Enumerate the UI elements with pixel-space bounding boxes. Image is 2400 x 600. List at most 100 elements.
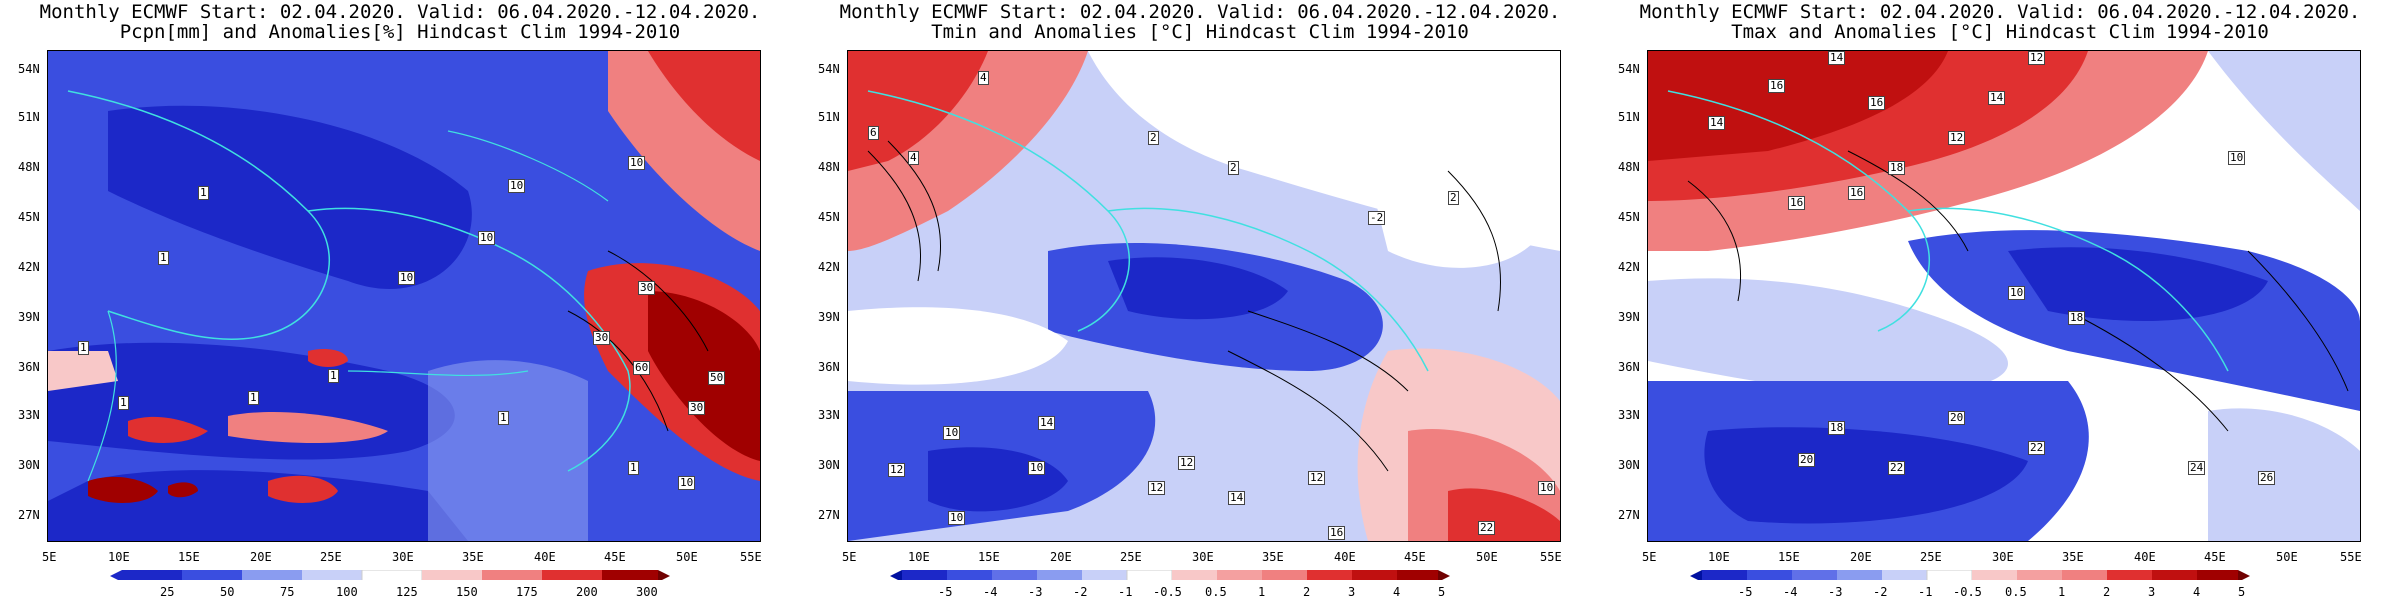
colorbar-label: 100 [336, 585, 358, 599]
colorbar-tmax [1690, 570, 2250, 580]
lon-label: 35E [462, 550, 484, 564]
lat-label: 51N [1618, 110, 1640, 124]
colorbar-label: 3 [1348, 585, 1356, 599]
lon-label: 45E [604, 550, 626, 564]
lat-label: 39N [818, 310, 840, 324]
tmax-label: 10 [2228, 151, 2246, 165]
precip-label: 10 [678, 476, 696, 490]
lat-label: 33N [18, 408, 40, 422]
lat-label: 48N [18, 160, 40, 174]
lon-label: 20E [1050, 550, 1072, 564]
lat-label: 54N [1618, 62, 1640, 76]
colorbar-label: 175 [516, 585, 538, 599]
colorbar-label: -3 [1828, 585, 1843, 599]
lat-label: 45N [1618, 210, 1640, 224]
lon-label: 55E [740, 550, 762, 564]
lon-label: 15E [978, 550, 1000, 564]
lon-label: 40E [534, 550, 556, 564]
colorbar-label: -4 [1783, 585, 1798, 599]
tmax-label: 10 [2008, 286, 2026, 300]
tmin-label: 12 [1308, 471, 1326, 485]
colorbar-label: 1 [1258, 585, 1266, 599]
tmax-label: 18 [1828, 421, 1846, 435]
tmin-label: 2 [1448, 191, 1459, 205]
colorbar-label: 75 [280, 585, 295, 599]
precip-label: 1 [118, 396, 129, 410]
colorbar-label: 4 [2193, 585, 2201, 599]
lon-label: 30E [392, 550, 414, 564]
panel-title-line1: Monthly ECMWF Start: 02.04.2020. Valid: … [1639, 1, 2361, 23]
colorbar-label: 1 [2058, 585, 2066, 599]
colorbar-label: 150 [456, 585, 478, 599]
lat-label: 48N [1618, 160, 1640, 174]
tmin-label: 4 [978, 71, 989, 85]
lon-label: 30E [1192, 550, 1214, 564]
panel-title-line1: Monthly ECMWF Start: 02.04.2020. Valid: … [39, 1, 761, 23]
lat-label: 42N [818, 260, 840, 274]
colorbar-label: 5 [2238, 585, 2246, 599]
lon-label: 15E [178, 550, 200, 564]
tmin-label: 4 [908, 151, 919, 165]
precip-label: 10 [478, 231, 496, 245]
panel-title-line2: Tmax and Anomalies [°C] Hindcast Clim 19… [1731, 21, 2269, 43]
colorbar-label: 4 [1393, 585, 1401, 599]
precip-label: 10 [508, 179, 526, 193]
lat-label: 45N [818, 210, 840, 224]
lon-label: 10E [1708, 550, 1730, 564]
colorbar-label: 0.5 [2005, 585, 2027, 599]
lon-label: 50E [676, 550, 698, 564]
precip-label: 1 [628, 461, 639, 475]
lat-label: 48N [818, 160, 840, 174]
lon-label: 30E [1992, 550, 2014, 564]
lon-label: 15E [1778, 550, 1800, 564]
tmax-field [1648, 51, 2360, 541]
precip-label: 1 [158, 251, 169, 265]
precip-label: 1 [328, 369, 339, 383]
tmin-label: 14 [1228, 491, 1246, 505]
tmax-label: 26 [2258, 471, 2276, 485]
lon-label: 20E [250, 550, 272, 564]
precip-label: 10 [398, 271, 416, 285]
colorbar-label: -4 [983, 585, 998, 599]
lat-label: 33N [818, 408, 840, 422]
tmin-label: 10 [1028, 461, 1046, 475]
precip-label: 30 [593, 331, 611, 345]
tmax-label: 16 [1848, 186, 1866, 200]
colorbar-label: -5 [938, 585, 953, 599]
lon-label: 35E [1262, 550, 1284, 564]
lon-label: 40E [2134, 550, 2156, 564]
tmax-label: 16 [1768, 79, 1786, 93]
tmin-label: 12 [888, 463, 906, 477]
precip-field [48, 51, 760, 541]
lon-label: 25E [1920, 550, 1942, 564]
panel-title-line2: Tmin and Anomalies [°C] Hindcast Clim 19… [931, 21, 1469, 43]
lon-label: 55E [1540, 550, 1562, 564]
tmax-label: 22 [1888, 461, 1906, 475]
colorbar-label: 5 [1438, 585, 1446, 599]
tmax-label: 18 [1888, 161, 1906, 175]
lon-label: 5E [1642, 550, 1657, 564]
lat-label: 42N [1618, 260, 1640, 274]
colorbar-label: -0.5 [1953, 585, 1982, 599]
lat-label: 27N [818, 508, 840, 522]
colorbar-label: 125 [396, 585, 418, 599]
tmin-label: 12 [1148, 481, 1166, 495]
tmax-label: 20 [1798, 453, 1816, 467]
lat-label: 33N [1618, 408, 1640, 422]
map-tmax: 14 12 16 16 14 14 12 18 16 10 18 16 10 2… [1647, 50, 2361, 542]
tmin-field [848, 51, 1560, 541]
precip-label: 1 [248, 391, 259, 405]
lat-label: 30N [1618, 458, 1640, 472]
lon-label: 20E [1850, 550, 1872, 564]
panel-title-line1: Monthly ECMWF Start: 02.04.2020. Valid: … [839, 1, 1561, 23]
lon-label: 50E [1476, 550, 1498, 564]
lat-label: 54N [18, 62, 40, 76]
colorbar-tmin [890, 570, 1450, 580]
lat-label: 39N [1618, 310, 1640, 324]
panel-title-line2: Pcpn[mm] and Anomalies[%] Hindcast Clim … [119, 21, 681, 43]
tmax-label: 12 [1948, 131, 1966, 145]
lat-label: 30N [18, 458, 40, 472]
lat-label: 36N [18, 360, 40, 374]
lat-label: 27N [18, 508, 40, 522]
tmax-label: 16 [1868, 96, 1886, 110]
